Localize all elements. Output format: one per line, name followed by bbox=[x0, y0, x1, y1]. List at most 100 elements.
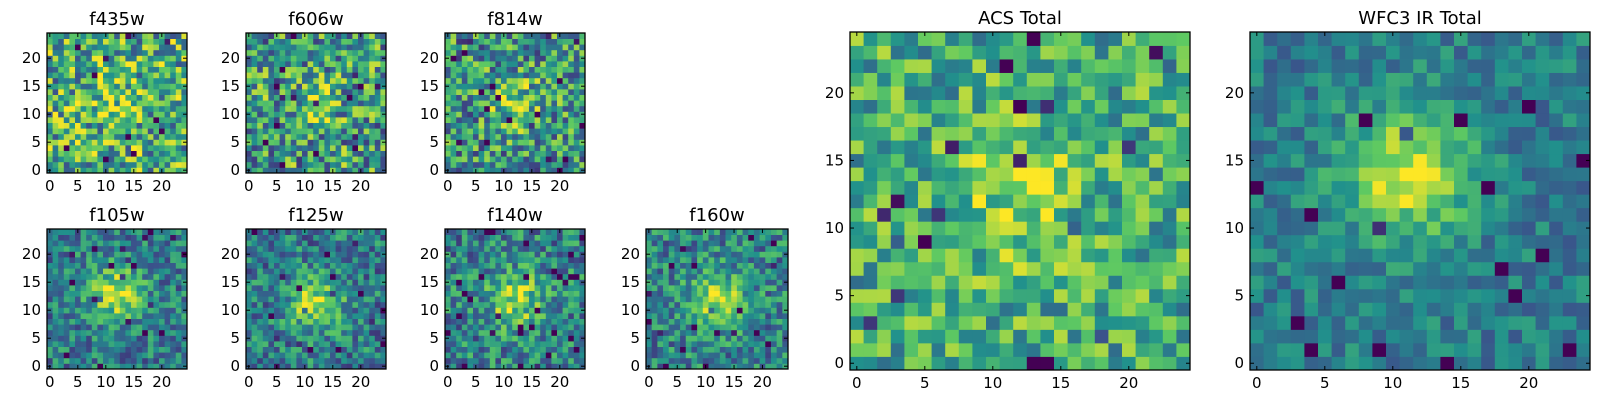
heatmap-cell bbox=[142, 167, 149, 174]
heatmap-cell bbox=[374, 296, 381, 303]
heatmap-cell bbox=[702, 296, 709, 303]
heatmap-cell bbox=[680, 341, 687, 347]
heatmap-cell bbox=[58, 290, 65, 297]
heatmap-cell bbox=[246, 240, 252, 247]
heatmap-cell bbox=[175, 38, 182, 45]
heatmap-cell bbox=[456, 139, 463, 146]
heatmap-cell bbox=[125, 363, 132, 370]
heatmap-cell bbox=[268, 145, 275, 151]
heatmap-cell bbox=[765, 341, 772, 347]
heatmap-cell bbox=[164, 313, 171, 319]
heatmap-cell bbox=[153, 279, 160, 286]
heatmap-cell bbox=[579, 61, 586, 67]
heatmap-cell bbox=[47, 105, 53, 112]
heatmap-cell bbox=[170, 83, 177, 90]
heatmap-cell bbox=[335, 290, 342, 297]
heatmap-cell bbox=[47, 133, 53, 140]
y-tick-label: 10 bbox=[420, 301, 439, 319]
heatmap-cell bbox=[562, 72, 569, 79]
heatmap-cell bbox=[358, 145, 364, 151]
heatmap-cell bbox=[972, 342, 987, 357]
heatmap-cell bbox=[358, 139, 364, 146]
heatmap-cell bbox=[551, 61, 558, 67]
heatmap-cell bbox=[473, 234, 479, 241]
heatmap-cell bbox=[1040, 167, 1055, 182]
heatmap-cell bbox=[80, 122, 87, 129]
heatmap-cell bbox=[108, 290, 115, 297]
heatmap-cell bbox=[52, 161, 59, 168]
heatmap-cell bbox=[91, 363, 98, 370]
heatmap-cell bbox=[918, 329, 932, 344]
heatmap-cell bbox=[731, 240, 738, 247]
heatmap-cell bbox=[296, 49, 303, 56]
heatmap-cell bbox=[330, 301, 336, 308]
heatmap-cell bbox=[540, 324, 547, 331]
y-tick-label: 20 bbox=[420, 245, 439, 263]
heatmap-cell bbox=[380, 313, 387, 319]
heatmap-cell bbox=[691, 251, 698, 258]
heatmap-cell bbox=[1081, 221, 1096, 236]
heatmap-cell bbox=[108, 273, 115, 280]
heatmap-cell bbox=[972, 275, 987, 290]
heatmap-cell bbox=[489, 72, 496, 79]
heatmap-cell bbox=[136, 341, 143, 347]
x-tick-label: 10 bbox=[96, 373, 115, 391]
heatmap-cell bbox=[1013, 221, 1028, 236]
heatmap-cell bbox=[473, 357, 479, 364]
heatmap-cell bbox=[506, 341, 513, 347]
heatmap-cell bbox=[904, 302, 919, 317]
heatmap-cell bbox=[58, 83, 65, 90]
heatmap-cell bbox=[877, 180, 892, 195]
heatmap-cell bbox=[307, 346, 314, 353]
heatmap-cell bbox=[279, 285, 286, 291]
heatmap-cell bbox=[523, 357, 530, 364]
heatmap-cell bbox=[506, 122, 513, 129]
heatmap-cell bbox=[307, 117, 314, 123]
heatmap-cell bbox=[540, 285, 547, 291]
heatmap-cell bbox=[131, 301, 137, 308]
heatmap-cell bbox=[863, 153, 878, 168]
y-tick-label: 10 bbox=[221, 301, 240, 319]
heatmap-cell bbox=[279, 161, 286, 168]
heatmap-cell bbox=[736, 268, 743, 275]
heatmap-cell bbox=[290, 251, 297, 258]
heatmap-cell bbox=[562, 61, 569, 67]
heatmap-cell bbox=[770, 262, 778, 269]
heatmap-cell bbox=[159, 150, 165, 157]
heatmap-cell bbox=[75, 133, 81, 140]
heatmap-cell bbox=[290, 44, 297, 51]
heatmap-cell bbox=[1162, 248, 1177, 263]
heatmap-cell bbox=[512, 150, 519, 157]
heatmap-cell bbox=[562, 77, 569, 84]
heatmap-cell bbox=[108, 83, 115, 90]
heatmap-cell bbox=[506, 257, 513, 263]
heatmap-cell bbox=[279, 100, 286, 107]
heatmap-cell bbox=[461, 307, 468, 314]
heatmap-cell bbox=[573, 89, 580, 95]
heatmap-cell bbox=[770, 363, 778, 370]
heatmap-cell bbox=[170, 273, 177, 280]
heatmap-cell bbox=[719, 279, 726, 286]
heatmap-cell bbox=[335, 94, 342, 101]
heatmap-cell bbox=[651, 268, 658, 275]
heatmap-cell bbox=[759, 329, 766, 336]
heatmap-cell bbox=[296, 357, 303, 364]
heatmap-cell bbox=[274, 139, 280, 146]
heatmap-cell bbox=[91, 150, 98, 157]
heatmap-cell bbox=[512, 167, 519, 174]
heatmap-cell bbox=[1122, 248, 1136, 263]
heatmap-cell bbox=[119, 329, 126, 336]
heatmap-cell bbox=[495, 33, 502, 39]
heatmap-cell bbox=[346, 61, 353, 67]
heatmap-cell bbox=[363, 257, 370, 263]
heatmap-cell bbox=[765, 262, 772, 269]
heatmap-cell bbox=[52, 139, 59, 146]
heatmap-cell bbox=[579, 150, 586, 157]
heatmap-cell bbox=[551, 257, 558, 263]
heatmap-cell bbox=[708, 268, 715, 275]
heatmap-cell bbox=[562, 262, 569, 269]
heatmap-cell bbox=[290, 139, 297, 146]
heatmap-cell bbox=[257, 313, 264, 319]
